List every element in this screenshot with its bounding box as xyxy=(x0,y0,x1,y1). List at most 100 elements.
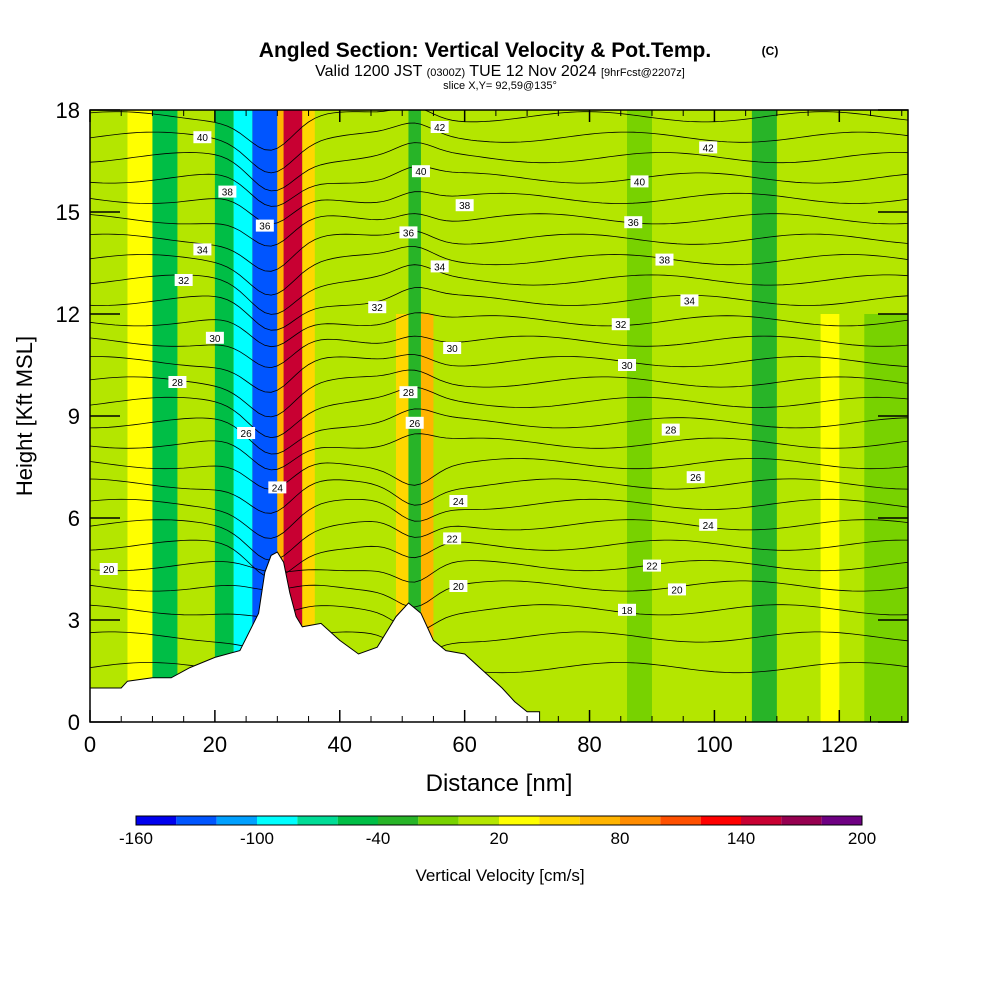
isentrope-label-15: 30 xyxy=(443,342,462,355)
colorbar-swatch-17 xyxy=(821,816,862,825)
isentrope-label-28: 30 xyxy=(618,359,637,372)
isentrope-label-text: 40 xyxy=(197,133,209,144)
isentrope-line-17 xyxy=(90,287,908,331)
isentrope-label-text: 20 xyxy=(103,565,115,576)
y-tick-label: 6 xyxy=(68,506,80,531)
isentrope-label-19: 22 xyxy=(443,532,462,545)
plot-area: 40 38 34 32 30 28 26 36 24 42 40 38 36 34 32 30 28 26 24 22… xyxy=(56,98,909,757)
isentrope-label-text: 36 xyxy=(628,218,640,229)
slice-label: slice X,Y= 92,59@135° xyxy=(443,80,557,92)
isentrope-line-23 xyxy=(90,165,908,207)
y-tick-label: 12 xyxy=(56,302,80,327)
isentrope-label-3: 32 xyxy=(174,274,193,287)
isentrope-label-32: 22 xyxy=(642,559,661,573)
x-tick-label: 20 xyxy=(203,732,227,757)
subtitle-date: TUE 12 Nov 2024 xyxy=(469,63,596,80)
isentrope-label-text: 38 xyxy=(459,201,471,212)
isentrope-label-14: 32 xyxy=(368,301,387,314)
y-axis-label: Height [Kft MSL] xyxy=(12,336,37,496)
velocity-band-7 xyxy=(302,110,315,722)
isentrope-line-8 xyxy=(90,478,908,514)
isentrope-line-20 xyxy=(90,230,908,272)
colorbar-tick-label: -40 xyxy=(366,829,391,848)
isentrope-label-20: 20 xyxy=(449,580,468,593)
velocity-band-5 xyxy=(277,110,284,722)
isentrope-label-text: 38 xyxy=(222,188,234,199)
isentrope-label-17: 26 xyxy=(405,416,424,430)
plot-background xyxy=(90,110,908,722)
isentrope-label-25: 38 xyxy=(655,253,674,267)
y-tick-label: 9 xyxy=(68,404,80,429)
colorbar: -160 -100 -40 20 80 140 200 xyxy=(119,815,876,848)
isentrope-label-text: 42 xyxy=(703,143,715,154)
isentrope-label-text: 24 xyxy=(703,521,715,532)
isentrope-line-25 xyxy=(90,122,908,174)
isentrope-line-21 xyxy=(90,213,908,247)
x-tick-label: 80 xyxy=(577,732,601,757)
isentrope-lines xyxy=(90,110,908,683)
colorbar-frame xyxy=(135,815,863,826)
isentrope-label-26: 34 xyxy=(680,294,699,307)
isentrope-label-34: 18 xyxy=(618,603,637,617)
isentrope-label-7: 36 xyxy=(255,219,274,233)
isentrope-label-text: 22 xyxy=(447,534,459,545)
isentrope-label-0: 40 xyxy=(193,131,212,144)
x-tick-label: 60 xyxy=(452,732,476,757)
isentrope-label-8: 24 xyxy=(268,481,287,494)
isentrope-label-24: 36 xyxy=(624,216,643,229)
colorbar-swatch-9 xyxy=(499,816,540,825)
isentrope-label-text: 30 xyxy=(447,344,459,355)
velocity-band-9 xyxy=(408,110,421,722)
isentrope-label-text: 34 xyxy=(684,296,696,307)
colorbar-swatch-8 xyxy=(458,816,499,825)
colorbar-swatch-11 xyxy=(579,816,620,825)
x-tick-label: 120 xyxy=(821,732,858,757)
isentrope-label-text: 22 xyxy=(646,562,658,573)
isentrope-label-text: 30 xyxy=(209,334,221,345)
isentrope-line-9 xyxy=(90,458,908,490)
isentrope-line-16 xyxy=(90,312,908,348)
isentrope-label-23: 40 xyxy=(630,175,649,188)
isentrope-label-29: 28 xyxy=(661,423,680,437)
colorbar-swatch-7 xyxy=(418,816,459,825)
isentrope-line-3 xyxy=(90,580,908,608)
isentrope-label-9: 42 xyxy=(430,121,449,134)
colorbar-tick-label: 80 xyxy=(611,829,630,848)
colorbar-swatch-12 xyxy=(620,816,661,825)
isentrope-label-12: 36 xyxy=(399,226,418,239)
isentrope-label-30: 26 xyxy=(686,471,705,484)
isentrope-label-text: 28 xyxy=(172,378,184,389)
isentrope-label-text: 42 xyxy=(434,123,446,134)
isentrope-label-10: 40 xyxy=(411,165,430,178)
isentrope-line-26 xyxy=(90,110,908,151)
isentrope-label-text: 26 xyxy=(409,419,421,430)
colorbar-swatch-2 xyxy=(216,816,257,825)
colorbar-label: Vertical Velocity [cm/s] xyxy=(415,866,584,885)
velocity-band-11 xyxy=(539,314,590,722)
subtitle-forecast: [9hrFcst@2207z] xyxy=(601,67,685,79)
isentrope-label-text: 34 xyxy=(434,262,446,273)
isentrope-line-7 xyxy=(90,498,908,539)
isentrope-label-22: 42 xyxy=(699,141,718,154)
isentrope-label-text: 20 xyxy=(453,582,465,593)
colorbar-swatch-14 xyxy=(700,816,741,825)
isentrope-labels: 40 38 34 32 30 28 26 36 24 42 40 38 36 34 32 30 28 26 24 22… xyxy=(99,121,718,617)
velocity-band-2 xyxy=(214,110,234,722)
isentrope-label-text: 28 xyxy=(665,426,677,437)
isentrope-label-text: 30 xyxy=(621,361,633,372)
colorbar-swatch-3 xyxy=(257,816,298,825)
isentrope-line-22 xyxy=(90,191,908,225)
colorbar-tick-label: 140 xyxy=(727,829,755,848)
chart-title-mark: (C) xyxy=(762,44,779,58)
isentrope-label-13: 34 xyxy=(430,260,449,273)
isentrope-label-33: 20 xyxy=(667,583,686,596)
isentrope-line-14 xyxy=(90,354,908,393)
colorbar-swatch-1 xyxy=(176,816,217,825)
colorbar-swatch-0 xyxy=(136,816,177,825)
isentrope-line-10 xyxy=(90,433,908,471)
isentrope-label-text: 26 xyxy=(690,473,702,484)
isentrope-label-text: 36 xyxy=(259,222,271,233)
colorbar-tick-label: -100 xyxy=(240,829,274,848)
isentrope-label-16: 28 xyxy=(399,386,418,399)
